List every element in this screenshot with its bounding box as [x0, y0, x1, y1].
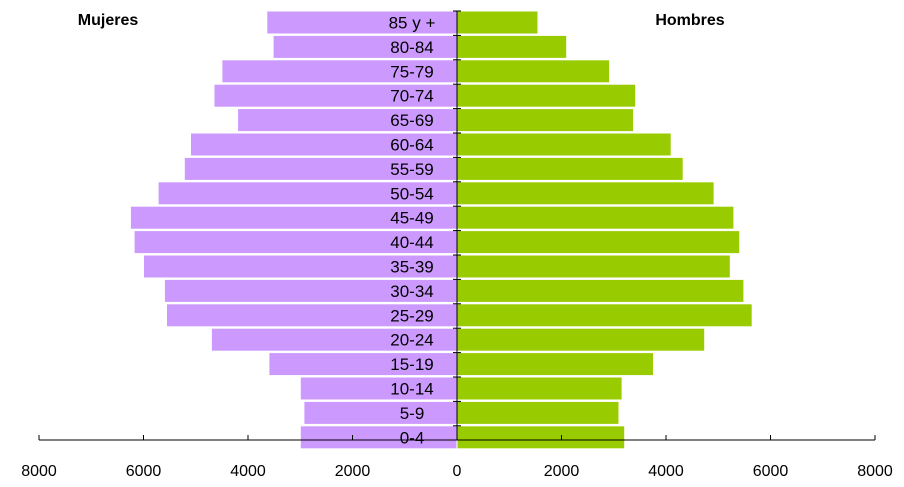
age-label: 10-14 [390, 380, 433, 399]
bar-hombres-65-69 [456, 108, 635, 133]
x-tick-label: 6000 [126, 463, 162, 480]
bar-hombres-55-59 [456, 156, 684, 181]
bar-mujeres-0-4 [299, 425, 458, 450]
age-label: 15-19 [390, 355, 433, 374]
bar-hombres-40-44 [456, 230, 741, 255]
x-tick-label: 4000 [230, 463, 266, 480]
bar-hombres-60-64 [456, 132, 672, 157]
bar-hombres-50-54 [456, 181, 715, 206]
bar-hombres-80-84 [456, 34, 568, 59]
age-label: 50-54 [390, 184, 433, 203]
x-tick-label: 0 [453, 463, 462, 480]
bar-hombres-20-24 [456, 327, 706, 352]
bar-hombres-45-49 [456, 205, 735, 230]
x-tick-label: 8000 [21, 463, 57, 480]
age-label: 80-84 [390, 38, 433, 57]
bar-hombres-25-29 [456, 303, 753, 328]
bar-hombres-0-4 [456, 425, 626, 450]
age-labels-layer: 85 y + 80-84 75-79 70-74 65-69 60-64 55-59 50-5… [389, 14, 436, 448]
age-label: 85 y + [389, 14, 436, 33]
x-tick-label: 4000 [648, 463, 684, 480]
bar-hombres-35-39 [456, 254, 731, 279]
bar-hombres-15-19 [456, 352, 654, 377]
bar-mujeres-5-9 [303, 400, 458, 425]
age-label: 65-69 [390, 111, 433, 130]
age-label: 75-79 [390, 62, 433, 81]
x-tick-label: 2000 [335, 463, 371, 480]
x-tick-label: 2000 [544, 463, 580, 480]
bar-hombres-70-74 [456, 83, 637, 108]
bar-hombres-75-79 [456, 59, 611, 84]
age-label: 60-64 [390, 136, 433, 155]
x-tick-label: 8000 [857, 463, 893, 480]
age-label: 45-49 [390, 209, 433, 228]
bar-hombres-30-34 [456, 278, 745, 303]
age-label: 70-74 [390, 87, 433, 106]
bar-hombres-5-9 [456, 400, 620, 425]
series-label-mujeres: Mujeres [78, 12, 139, 29]
age-label: 55-59 [390, 160, 433, 179]
bars-layer [129, 10, 753, 450]
age-label: 35-39 [390, 258, 433, 277]
age-label: 30-34 [390, 282, 433, 301]
series-label-hombres: Hombres [655, 12, 724, 29]
age-label: 0-4 [400, 428, 425, 447]
age-label: 40-44 [390, 233, 433, 252]
bar-hombres-10-14 [456, 376, 623, 401]
bar-hombres-85-y [456, 10, 539, 35]
age-label: 5-9 [400, 404, 425, 423]
age-label: 20-24 [390, 331, 433, 350]
age-label: 25-29 [390, 306, 433, 325]
x-tick-label: 6000 [753, 463, 789, 480]
x-axis: 8000 6000 4000 2000 0 2000 4000 6000 8000 [21, 435, 893, 480]
